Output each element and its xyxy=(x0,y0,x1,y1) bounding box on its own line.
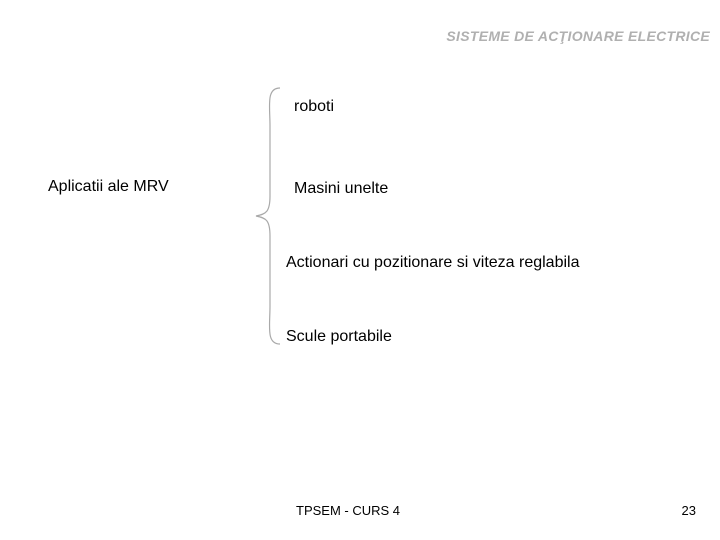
page-header: SISTEME DE ACŢIONARE ELECTRICE xyxy=(446,28,710,44)
diagram-item: Masini unelte xyxy=(294,180,388,198)
footer-page-number: 23 xyxy=(682,503,696,518)
diagram-root-label: Aplicatii ale MRV xyxy=(48,178,169,196)
diagram-item: Actionari cu pozitionare si viteza regla… xyxy=(286,254,579,272)
brace-path xyxy=(256,88,280,344)
diagram-item: roboti xyxy=(294,98,334,116)
brace-icon xyxy=(252,86,282,346)
footer-course: TPSEM - CURS 4 xyxy=(296,503,400,518)
diagram-item: Scule portabile xyxy=(286,328,392,346)
